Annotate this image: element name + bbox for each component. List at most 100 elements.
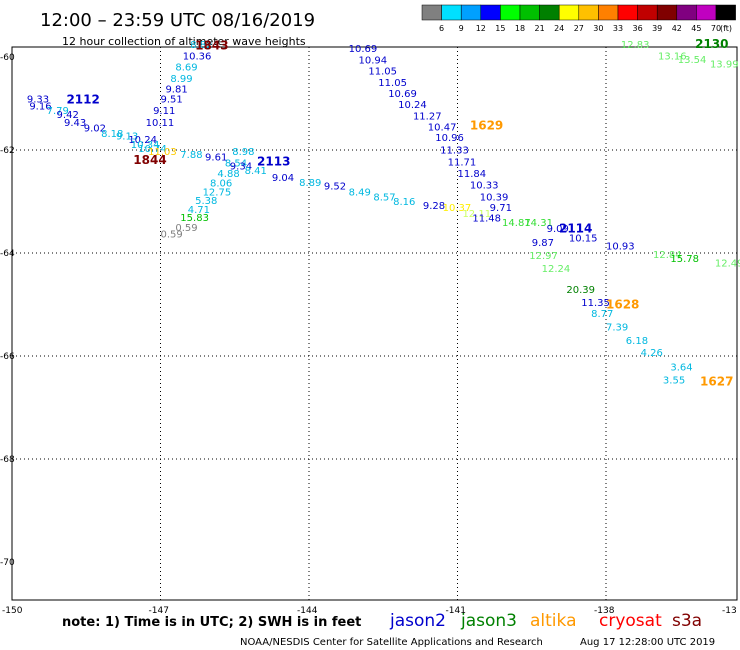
colorbar-label: 45: [691, 24, 701, 33]
swh-value: 8.06: [210, 179, 232, 190]
lon-tick-label: -144: [297, 606, 318, 616]
colorbar-label: 21: [535, 24, 545, 33]
pass-time-label: 1627: [700, 374, 733, 388]
colorbar-label: 27: [574, 24, 584, 33]
swh-value: 15.78: [670, 254, 699, 265]
lat-tick-label: -68: [0, 455, 15, 465]
swh-value: 8.18: [101, 129, 123, 140]
legend-entry: s3a: [672, 611, 702, 631]
colorbar-swatch: [500, 4, 521, 21]
colorbar-swatch: [519, 4, 540, 21]
lat-tick-label: -60: [0, 53, 15, 63]
pass-time-labels: 2112 1843 1844 2113 1629 2114 1628 1627 2130: [66, 37, 733, 388]
swh-value: 12.75: [203, 187, 232, 198]
swh-value: 11.05: [378, 78, 407, 89]
swh-value: 10.96: [435, 133, 464, 144]
altimeter-tracks: 0.590.5915.834.715.3812.758.064.888.548.…: [27, 40, 740, 386]
colorbar-label: 39: [652, 24, 662, 33]
colorbar-swatch: [480, 4, 501, 21]
legend-entry: cryosat: [599, 611, 662, 631]
colorbar-swatch: [558, 4, 580, 21]
pass-time-label: 1629: [470, 118, 503, 132]
swh-value: 9.11: [153, 106, 175, 117]
lon-tick-label: -141: [446, 606, 466, 616]
colorbar-label: 15: [495, 24, 505, 33]
swh-value: 10.93: [606, 241, 635, 252]
swh-value: 8.99: [170, 74, 192, 85]
swh-value: 12.49: [715, 258, 740, 269]
swh-value: 13.54: [678, 55, 707, 66]
swh-value: 14.87: [502, 218, 531, 229]
pass-time-label: 2112: [66, 93, 99, 107]
gridlines: [12, 47, 737, 600]
swh-value: 9.09: [547, 224, 569, 235]
swh-value: 10.39: [480, 192, 509, 203]
swh-value: 12.11: [462, 209, 491, 220]
pass-time-label: 2113: [257, 154, 290, 168]
pass-time-label: 1628: [606, 298, 639, 312]
swh-value: 8.77: [591, 309, 613, 320]
track-d: 10.6910.9411.0511.0510.6910.2411.2710.47…: [349, 44, 635, 252]
colorbar-label: 9: [459, 24, 464, 33]
track-e: 12.97 12.24 20.39 11.358.77 7.39 6.184.26 3.64…: [529, 251, 692, 386]
lon-tick-label: -150: [2, 606, 23, 616]
footer-credit: NOAA/NESDIS Center for Satellite Applica…: [240, 637, 543, 648]
colorbar-swatch: [637, 4, 658, 21]
swh-value: 8.16: [393, 197, 415, 208]
swh-value: 7.39: [606, 322, 628, 333]
swh-value: 9.42: [57, 110, 79, 121]
colorbar-label: 18: [515, 24, 525, 33]
swh-value: 9.87: [532, 238, 554, 249]
swh-value: 10.69: [349, 44, 378, 55]
swh-value: 10.74: [138, 144, 167, 155]
satellite-legend: jason2 jason3 altika cryosat s3a: [389, 611, 702, 631]
colorbar-label: 6: [439, 24, 444, 33]
swh-value: 11.05: [368, 66, 397, 77]
map-subtitle: 12 hour collection of altimeter wave hei…: [62, 35, 306, 48]
swh-value: 11.71: [448, 157, 477, 168]
swh-value: 9.43: [64, 118, 86, 129]
colorbar-label: 33: [613, 24, 623, 33]
footer-timestamp: Aug 17 12:28:00 UTC 2019: [580, 637, 715, 648]
swh-value: 7.88: [180, 150, 202, 161]
swh-value: 10.15: [569, 234, 598, 245]
colorbar-swatch: [421, 4, 442, 21]
swh-value: 8.69: [175, 63, 197, 74]
track-c: 9.339.167.799.429.439.028.189.1310.2410.…: [27, 95, 491, 220]
swh-value: 10.24: [128, 135, 157, 146]
swh-value: 10.33: [470, 181, 499, 192]
colorbar-label: 30: [593, 24, 603, 33]
swh-value: 13.16: [658, 51, 687, 62]
colorbar-swatch: [578, 4, 599, 21]
colorbar-label: 24: [554, 24, 564, 33]
swh-value: 11.48: [472, 214, 501, 225]
swh-value: 9.04: [272, 173, 294, 184]
track-a: 0.590.5915.834.715.3812.758.064.888.548.…: [161, 147, 255, 240]
swh-value: 14.31: [524, 218, 553, 229]
swh-value: 9.34: [230, 162, 252, 173]
lat-tick-label: -62: [0, 146, 15, 156]
swh-value: 9.16: [29, 101, 51, 112]
swh-value: 11.33: [440, 146, 469, 157]
swh-value: 10.11: [146, 118, 175, 129]
swh-value: 10.36: [183, 51, 212, 62]
swh-value: 9.71: [490, 203, 512, 214]
swh-value: 3.64: [670, 362, 692, 373]
swh-value: 10.47: [428, 122, 457, 133]
swh-value: 10.34: [131, 140, 160, 151]
swh-value: 12.24: [542, 264, 571, 275]
pass-time-label: 2114: [559, 221, 592, 235]
legend-entry: altika: [530, 611, 577, 631]
swh-value: 20.39: [566, 285, 595, 296]
swh-value: 9.81: [165, 84, 187, 95]
lat-tick-label: -70: [0, 558, 15, 568]
colorbar-unit: (ft): [720, 24, 732, 33]
swh-value: 12.83: [621, 40, 650, 51]
lon-tick-label: -13: [722, 606, 737, 616]
swh-value: 11.35: [581, 298, 610, 309]
colorbar-swatch: [460, 4, 482, 21]
colorbar-label: 36: [633, 24, 643, 33]
swh-value: 8.82: [190, 40, 212, 51]
